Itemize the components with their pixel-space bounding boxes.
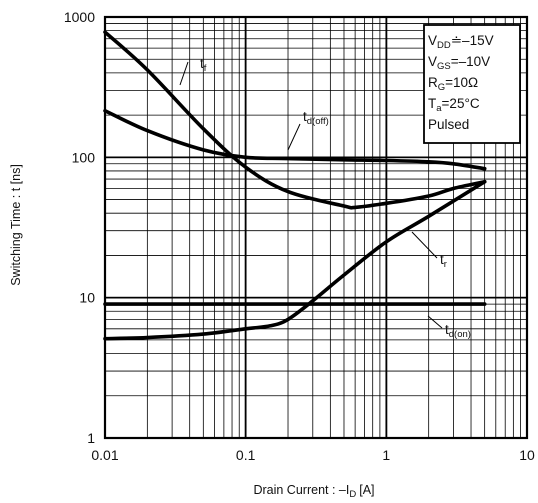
y-tick-label: 1 [87, 430, 95, 446]
y-tick-label: 1000 [64, 9, 95, 25]
condition-line: Ta=25°C [428, 96, 480, 114]
x-axis-label: Drain Current : –ID [A] [253, 483, 374, 500]
tr-label: tr [440, 252, 447, 270]
leader-line [179, 61, 189, 86]
tf-label: tf [200, 56, 207, 74]
tf-curve [103, 30, 487, 210]
plot-frame [103, 15, 529, 440]
td-off-curve [103, 108, 487, 171]
td-on-label: td(on) [445, 322, 471, 340]
condition-line: RG=10Ω [428, 75, 478, 93]
x-tick-label: 0.1 [236, 447, 256, 463]
conditions-legend: VDD≐–15V VGS=–10V RG=10Ω Ta=25°C Pulsed [423, 24, 521, 144]
condition-line: Pulsed [428, 117, 469, 132]
y-tick-label: 10 [79, 290, 95, 306]
leader-line [287, 123, 301, 151]
y-axis-label: Switching Time : t [ns] [9, 164, 23, 286]
tr-curve [103, 179, 487, 341]
condition-line: VGS=–10V [428, 54, 490, 72]
leader-line [427, 315, 443, 329]
x-tick-label: 10 [519, 447, 535, 463]
y-tick-label: 100 [72, 149, 96, 165]
leader-line [411, 231, 438, 259]
x-tick-label: 1 [382, 447, 390, 463]
curves [103, 30, 487, 341]
x-tick-label: 0.01 [91, 447, 118, 463]
tick-labels: 0.01 0.1 1 10 1 10 100 1000 [64, 9, 535, 463]
curve-labels: tf td(off) tr td(on) [179, 56, 471, 340]
conditions-box [423, 24, 521, 144]
condition-line: VDD≐–15V [428, 33, 494, 51]
td-off-label: td(off) [303, 109, 329, 127]
